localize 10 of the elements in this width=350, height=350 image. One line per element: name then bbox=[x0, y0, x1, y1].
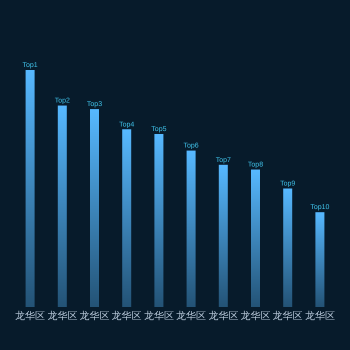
x-tick-label: 龙华区 bbox=[304, 310, 335, 322]
x-tick-label: 龙华区 bbox=[272, 310, 303, 322]
x-tick-label: 龙华区 bbox=[47, 310, 78, 322]
x-tick-label: 龙华区 bbox=[144, 310, 174, 322]
x-tick-label: 龙华区 bbox=[112, 310, 142, 322]
x-tick-label: 龙华区 bbox=[240, 310, 270, 322]
x-tick-label: 龙华区 bbox=[15, 310, 46, 322]
x-tick-label: 龙华区 bbox=[80, 310, 110, 322]
x-tick-label: 龙华区 bbox=[208, 310, 238, 322]
x-tick-label: 龙华区 bbox=[176, 310, 206, 322]
